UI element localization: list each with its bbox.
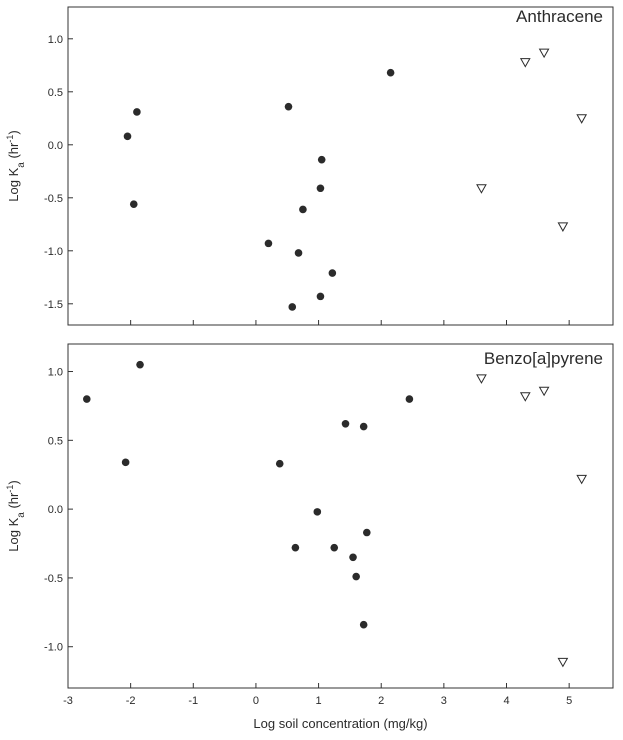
y-tick-label: -0.5 xyxy=(44,193,63,205)
data-point-circle xyxy=(82,395,91,403)
data-point-circle xyxy=(330,543,339,552)
y-tick-label: -1.0 xyxy=(44,246,63,258)
y-tick-label: 0.0 xyxy=(48,504,63,516)
data-point-circle xyxy=(328,269,337,277)
data-point-circle xyxy=(264,239,273,248)
data-point-circle xyxy=(359,422,368,431)
y-tick-label: 1.0 xyxy=(48,34,63,46)
data-point-circle xyxy=(386,68,395,77)
x-tick-label: 5 xyxy=(566,695,572,707)
plot-frame-2 xyxy=(67,343,614,689)
y-axis-title-2: Log Ka (hr-1) xyxy=(5,480,27,551)
x-tick-label: -2 xyxy=(126,695,136,707)
y-tick-label: -1.5 xyxy=(44,299,63,311)
data-point-circle xyxy=(317,155,326,164)
x-tick-label: 1 xyxy=(316,695,322,707)
data-point-circle xyxy=(299,205,307,214)
data-point-triangle xyxy=(476,184,487,194)
y-tick-label: 0.5 xyxy=(48,87,63,99)
y-tick-label: -1.0 xyxy=(44,642,63,654)
data-point-triangle xyxy=(519,392,531,402)
x-axis-title: Log soil concentration (mg/kg) xyxy=(253,716,427,731)
data-point-circle xyxy=(363,528,371,537)
plot-frame-1 xyxy=(67,6,614,326)
data-point-circle xyxy=(123,132,132,141)
y-tick-label: 1.0 xyxy=(48,367,63,379)
x-tick-label: -1 xyxy=(188,695,198,707)
x-tick-label: 2 xyxy=(378,695,384,707)
data-point-circle xyxy=(291,543,300,552)
x-tick-label: -3 xyxy=(63,695,73,707)
data-point-circle xyxy=(405,395,414,403)
data-point-triangle xyxy=(519,58,531,68)
x-tick-label: 4 xyxy=(503,695,509,707)
panel-title-1: Anthracene xyxy=(516,7,603,26)
data-point-circle xyxy=(349,553,357,562)
data-point-circle xyxy=(352,572,360,581)
y-tick-label: 0.5 xyxy=(48,435,63,447)
data-point-triangle xyxy=(576,114,588,124)
y-axis-title-1: Log Ka (hr-1) xyxy=(5,130,27,201)
x-tick-label: 0 xyxy=(253,695,259,707)
data-point-triangle xyxy=(476,374,487,384)
data-point-circle xyxy=(313,508,322,516)
data-point-circle xyxy=(294,249,303,257)
data-point-triangle xyxy=(576,474,588,485)
y-tick-label: -0.5 xyxy=(44,573,63,585)
x-tick-label: 3 xyxy=(441,695,447,707)
data-point-circle xyxy=(121,458,130,467)
data-point-triangle xyxy=(538,386,550,397)
data-point-triangle xyxy=(557,222,569,232)
data-point-circle xyxy=(316,292,325,301)
data-point-circle xyxy=(275,459,284,468)
data-point-circle xyxy=(359,620,368,629)
panel-title-2: Benzo[a]pyrene xyxy=(484,349,603,368)
data-point-circle xyxy=(129,200,138,208)
data-point-triangle xyxy=(557,657,569,668)
data-point-circle xyxy=(288,303,297,311)
data-point-circle xyxy=(284,102,293,111)
data-point-circle xyxy=(136,360,144,369)
y-tick-label: 0.0 xyxy=(48,140,63,152)
data-point-triangle xyxy=(538,48,550,59)
data-point-circle xyxy=(341,420,350,428)
data-point-circle xyxy=(133,108,141,116)
data-point-circle xyxy=(316,184,325,193)
